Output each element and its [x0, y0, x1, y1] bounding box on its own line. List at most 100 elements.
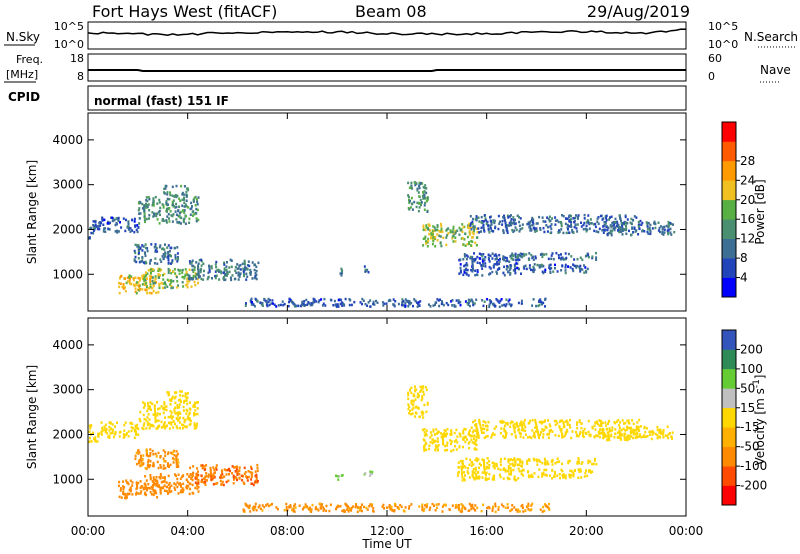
velocity-cell — [372, 509, 375, 513]
power-cell — [179, 199, 182, 202]
power-cell — [341, 304, 344, 307]
power-cell — [119, 275, 122, 278]
velocity-cell — [578, 419, 581, 422]
nsky-panel — [87, 21, 687, 50]
power-cell — [503, 303, 506, 307]
power-cell — [585, 221, 588, 224]
velocity-cell — [457, 471, 460, 475]
velocity-cell — [320, 504, 323, 507]
velocity-cell — [154, 479, 157, 483]
power-cell — [176, 221, 179, 224]
power-cell — [141, 207, 144, 210]
velocity-cell — [600, 423, 602, 426]
power-cell — [464, 244, 467, 247]
power-cell — [158, 267, 161, 271]
power-cell — [197, 196, 200, 199]
power-cell — [263, 298, 266, 301]
power-cell — [128, 281, 131, 284]
power-cell — [151, 279, 154, 283]
power-cell — [413, 298, 416, 301]
power-cell — [217, 268, 220, 272]
power-cell — [249, 273, 252, 276]
velocity-cell — [152, 461, 155, 465]
power-cell — [223, 261, 226, 264]
x-tick-label: 00:00 — [71, 524, 106, 538]
velocity-cell — [125, 433, 127, 436]
velocity-cell — [181, 490, 184, 494]
velocity-cell — [201, 478, 204, 482]
power-cell — [425, 187, 428, 190]
power-cell — [329, 298, 332, 302]
velocity-cell — [622, 427, 625, 431]
velocity-cell — [569, 469, 572, 472]
velocity-cell — [634, 432, 637, 436]
power-cell — [562, 231, 565, 235]
power-cell — [486, 220, 489, 224]
velocity-cell — [507, 458, 510, 461]
power-cell — [516, 257, 519, 260]
power-cell — [457, 299, 460, 302]
power-cell — [309, 303, 312, 307]
power-cell — [143, 277, 146, 281]
power-cell — [513, 229, 516, 232]
velocity-cell — [475, 426, 478, 429]
velocity-cell — [643, 434, 646, 437]
power-cell — [497, 259, 500, 262]
velocity-cell — [338, 475, 341, 478]
velocity-cell — [513, 464, 516, 468]
power-cell — [439, 241, 442, 244]
power-cell — [153, 212, 156, 215]
power-cell — [186, 283, 189, 286]
power-cell — [584, 227, 587, 231]
velocity-cell — [147, 413, 150, 416]
velocity-cell — [515, 421, 518, 425]
power-cell — [606, 228, 609, 232]
power-cell — [570, 221, 573, 224]
velocity-cell — [200, 464, 203, 467]
power-cell — [440, 225, 443, 228]
velocity-cell — [94, 436, 97, 439]
velocity-cell — [140, 490, 143, 493]
velocity-cell — [491, 507, 494, 510]
power-cell — [493, 254, 496, 257]
velocity-cell — [580, 426, 583, 430]
power-cell — [483, 300, 486, 303]
velocity-cell — [423, 431, 426, 434]
velocity-cell — [238, 472, 241, 476]
power-cell — [482, 304, 485, 308]
power-cell — [478, 252, 481, 255]
power-cell — [130, 282, 133, 286]
velocity-cell — [412, 400, 415, 403]
power-cell — [568, 231, 571, 234]
power-cell — [462, 273, 465, 277]
velocity-cell — [207, 475, 210, 479]
power-cell — [188, 280, 191, 283]
velocity-cell — [160, 466, 163, 469]
power-cell — [474, 269, 477, 272]
power-cell — [176, 260, 179, 263]
power-cell — [515, 262, 518, 265]
velocity-cell — [129, 479, 132, 482]
velocity-cell — [142, 401, 145, 404]
power-cell — [465, 254, 468, 257]
power-cell — [166, 191, 169, 194]
velocity-cell — [170, 399, 173, 402]
velocity-cell — [548, 423, 551, 426]
power-cell — [214, 276, 217, 280]
power-cell — [555, 251, 558, 255]
velocity-cell — [656, 436, 659, 440]
velocity-cell — [238, 466, 241, 469]
power-cell — [467, 274, 470, 277]
velocity-cell — [255, 509, 258, 512]
power-cell — [539, 228, 542, 231]
x-tick-label: 00:00 — [669, 524, 704, 538]
velocity-cell — [450, 431, 453, 435]
freq-tick-bottom: 8 — [77, 70, 84, 83]
velocity-cell — [124, 492, 127, 496]
velocity-cell — [335, 506, 338, 509]
velocity-cell — [181, 423, 183, 426]
power-cell — [543, 230, 546, 234]
power-cell — [165, 207, 168, 211]
velocity-colorbar-tick-label: -200 — [740, 479, 767, 493]
power-cell — [190, 285, 193, 288]
